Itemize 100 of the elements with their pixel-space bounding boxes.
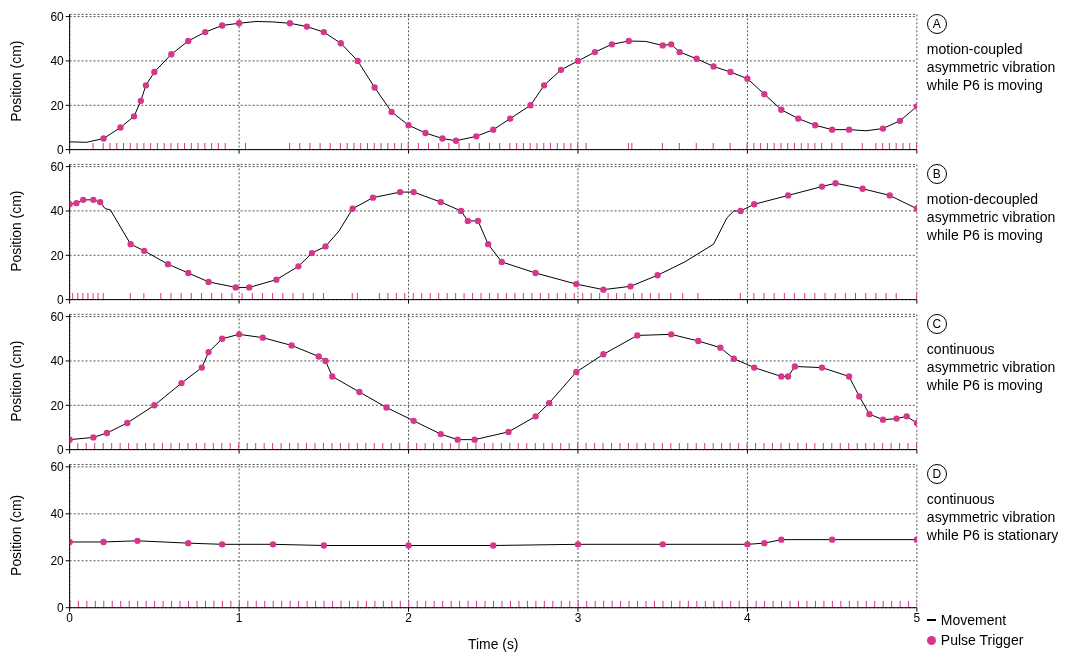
point [96, 198, 104, 206]
point [422, 129, 429, 137]
point [546, 399, 553, 407]
point [259, 334, 266, 341]
y-tick-label: 20 [50, 398, 65, 413]
point [795, 115, 802, 122]
point [859, 185, 866, 192]
point [784, 373, 792, 380]
point [574, 57, 582, 65]
x-tick-label: 2 [405, 611, 413, 626]
point [634, 332, 641, 339]
point [896, 117, 904, 124]
point [218, 335, 226, 342]
point [232, 284, 239, 291]
point [127, 241, 134, 248]
point [573, 280, 580, 288]
y-tick-label: 60 [50, 309, 65, 324]
point [320, 28, 327, 36]
point [818, 364, 826, 371]
point [452, 137, 460, 144]
point [100, 135, 107, 142]
point [218, 22, 226, 29]
point [751, 364, 758, 371]
point [178, 379, 185, 387]
x-axis-title: Time (s) [468, 636, 519, 653]
point [439, 135, 446, 142]
point [886, 192, 893, 199]
point [473, 133, 480, 140]
point [893, 415, 900, 422]
point [471, 436, 478, 443]
legend-label: Pulse Trigger [940, 631, 1024, 650]
point [557, 66, 565, 73]
point [164, 260, 172, 268]
y-tick-label: 20 [50, 248, 65, 263]
point [659, 42, 666, 49]
point [329, 373, 336, 380]
point [474, 217, 482, 225]
point [737, 207, 744, 215]
y-tick-label: 40 [50, 354, 65, 369]
y-axis-title: Position (cm) [7, 40, 24, 122]
text: motion-decoupled asymmetric vibration while P6 is moving [926, 190, 1057, 244]
y-tick-label: 0 [57, 600, 65, 615]
point [437, 430, 444, 438]
point [845, 373, 853, 380]
y-tick-label: 40 [50, 204, 65, 219]
point [591, 48, 599, 56]
point [246, 284, 253, 291]
point [818, 183, 826, 190]
point [695, 337, 702, 345]
point [866, 410, 873, 418]
point [80, 196, 87, 204]
point [507, 115, 514, 122]
y-tick-label: 60 [50, 159, 65, 174]
point [498, 258, 505, 266]
point [322, 357, 329, 365]
point [527, 102, 534, 109]
y-tick-label: 0 [57, 442, 65, 457]
x-tick-label: 5 [913, 611, 921, 626]
point [371, 84, 378, 91]
y-tick-label: 60 [50, 460, 65, 475]
point [751, 201, 758, 208]
y-axis-title: Position (cm) [7, 190, 24, 272]
text: continuous asymmetric vibration while P6 is stationary [926, 490, 1060, 544]
point [668, 331, 675, 338]
text: continuous asymmetric vibration while P6 is moving [926, 340, 1057, 394]
point [812, 122, 819, 129]
point [437, 198, 444, 206]
point [103, 429, 111, 437]
point [383, 404, 390, 411]
point [625, 37, 632, 45]
y-axis-title: Position (cm) [7, 340, 24, 422]
point [410, 417, 417, 424]
y-tick-label: 60 [50, 9, 65, 24]
point [532, 269, 539, 277]
point [856, 393, 863, 400]
point [505, 428, 512, 436]
point [879, 416, 887, 423]
point [288, 342, 295, 349]
point [693, 55, 700, 62]
point [356, 388, 363, 396]
point [791, 363, 799, 370]
y-tick-label: 0 [57, 292, 65, 307]
point [151, 402, 158, 409]
point [727, 68, 734, 76]
point [654, 272, 661, 279]
point [730, 355, 738, 362]
point [295, 263, 302, 270]
point [410, 188, 417, 196]
point [879, 125, 887, 132]
point [273, 276, 280, 283]
point [845, 126, 853, 133]
point [349, 205, 356, 212]
y-tick-label: 40 [50, 54, 65, 69]
point [485, 241, 492, 248]
point [710, 63, 717, 70]
y-tick-label: 0 [57, 142, 65, 157]
point [457, 207, 465, 215]
point [744, 75, 751, 82]
x-tick-label: 4 [744, 611, 752, 626]
point [303, 23, 311, 30]
